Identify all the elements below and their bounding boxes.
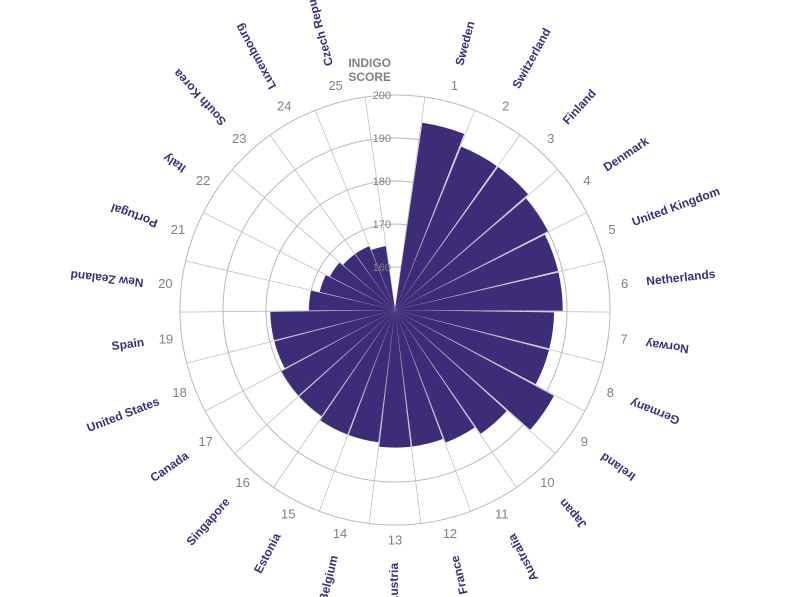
rank-label: 14 [333,526,347,541]
rank-label: 5 [608,222,615,237]
country-label: Czech Republic [299,0,336,67]
rank-label: 9 [581,434,588,449]
rank-label: 10 [540,475,554,490]
country-label: Spain [111,335,145,353]
axis-title: SCORE [348,70,391,84]
country-label: Portugal [109,201,160,231]
rank-label: 15 [281,506,295,521]
rank-label: 1 [451,78,458,93]
country-label: Denmark [601,134,652,174]
country-label: New Zealand [70,268,144,290]
rank-label: 20 [158,276,172,291]
country-label: Ireland [598,450,638,484]
rank-label: 17 [198,434,212,449]
rank-label: 3 [547,131,554,146]
country-label: Italy [160,150,188,175]
axis-tick-label: 190 [373,133,391,145]
rank-label: 18 [172,385,186,400]
rank-label: 2 [502,99,509,114]
rank-label: 19 [159,331,173,346]
country-label: Sweden [452,20,477,67]
country-label: Australia [505,531,541,583]
rank-label: 21 [171,222,185,237]
country-label: Germany [628,396,682,428]
rank-label: 16 [235,475,249,490]
rank-label: 25 [328,78,342,93]
country-label: Japan [556,496,589,531]
axis-tick-label: 160 [373,262,391,274]
rank-label: 24 [277,99,291,114]
rank-label: 13 [388,532,402,547]
rank-label: 23 [232,131,246,146]
axis-tick-label: 170 [373,219,391,231]
rank-label: 7 [620,331,627,346]
rank-label: 8 [607,385,614,400]
rank-label: 6 [621,276,628,291]
radial-bar-chart: 160 170 180 190 200 INDIGOSCORE 1 Sweden 2Switze… [0,0,788,597]
country-label: Estonia [251,530,284,575]
country-label: United States [85,394,162,435]
country-label: Singapore [183,495,232,549]
country-label: France [447,554,470,596]
rank-label: 11 [495,506,509,521]
country-label: Netherlands [646,267,717,289]
axis-tick-label: 200 [373,90,391,102]
country-label: Canada [148,448,192,484]
rank-label: 22 [196,173,210,188]
rank-label: 4 [583,173,590,188]
country-label: Finland [560,86,599,127]
country-label: Belgium [316,554,341,597]
axis-title: INDIGO [348,56,391,70]
country-label: Austria [387,563,401,597]
country-label: Switzerland [509,26,553,91]
country-label: Luxembourg [232,21,279,91]
rank-label: 12 [443,526,457,541]
axis-tick-label: 180 [373,176,391,188]
country-label: Norway [645,337,690,357]
country-label: South Korea [170,66,229,128]
country-label: United Kingdom [630,184,722,229]
